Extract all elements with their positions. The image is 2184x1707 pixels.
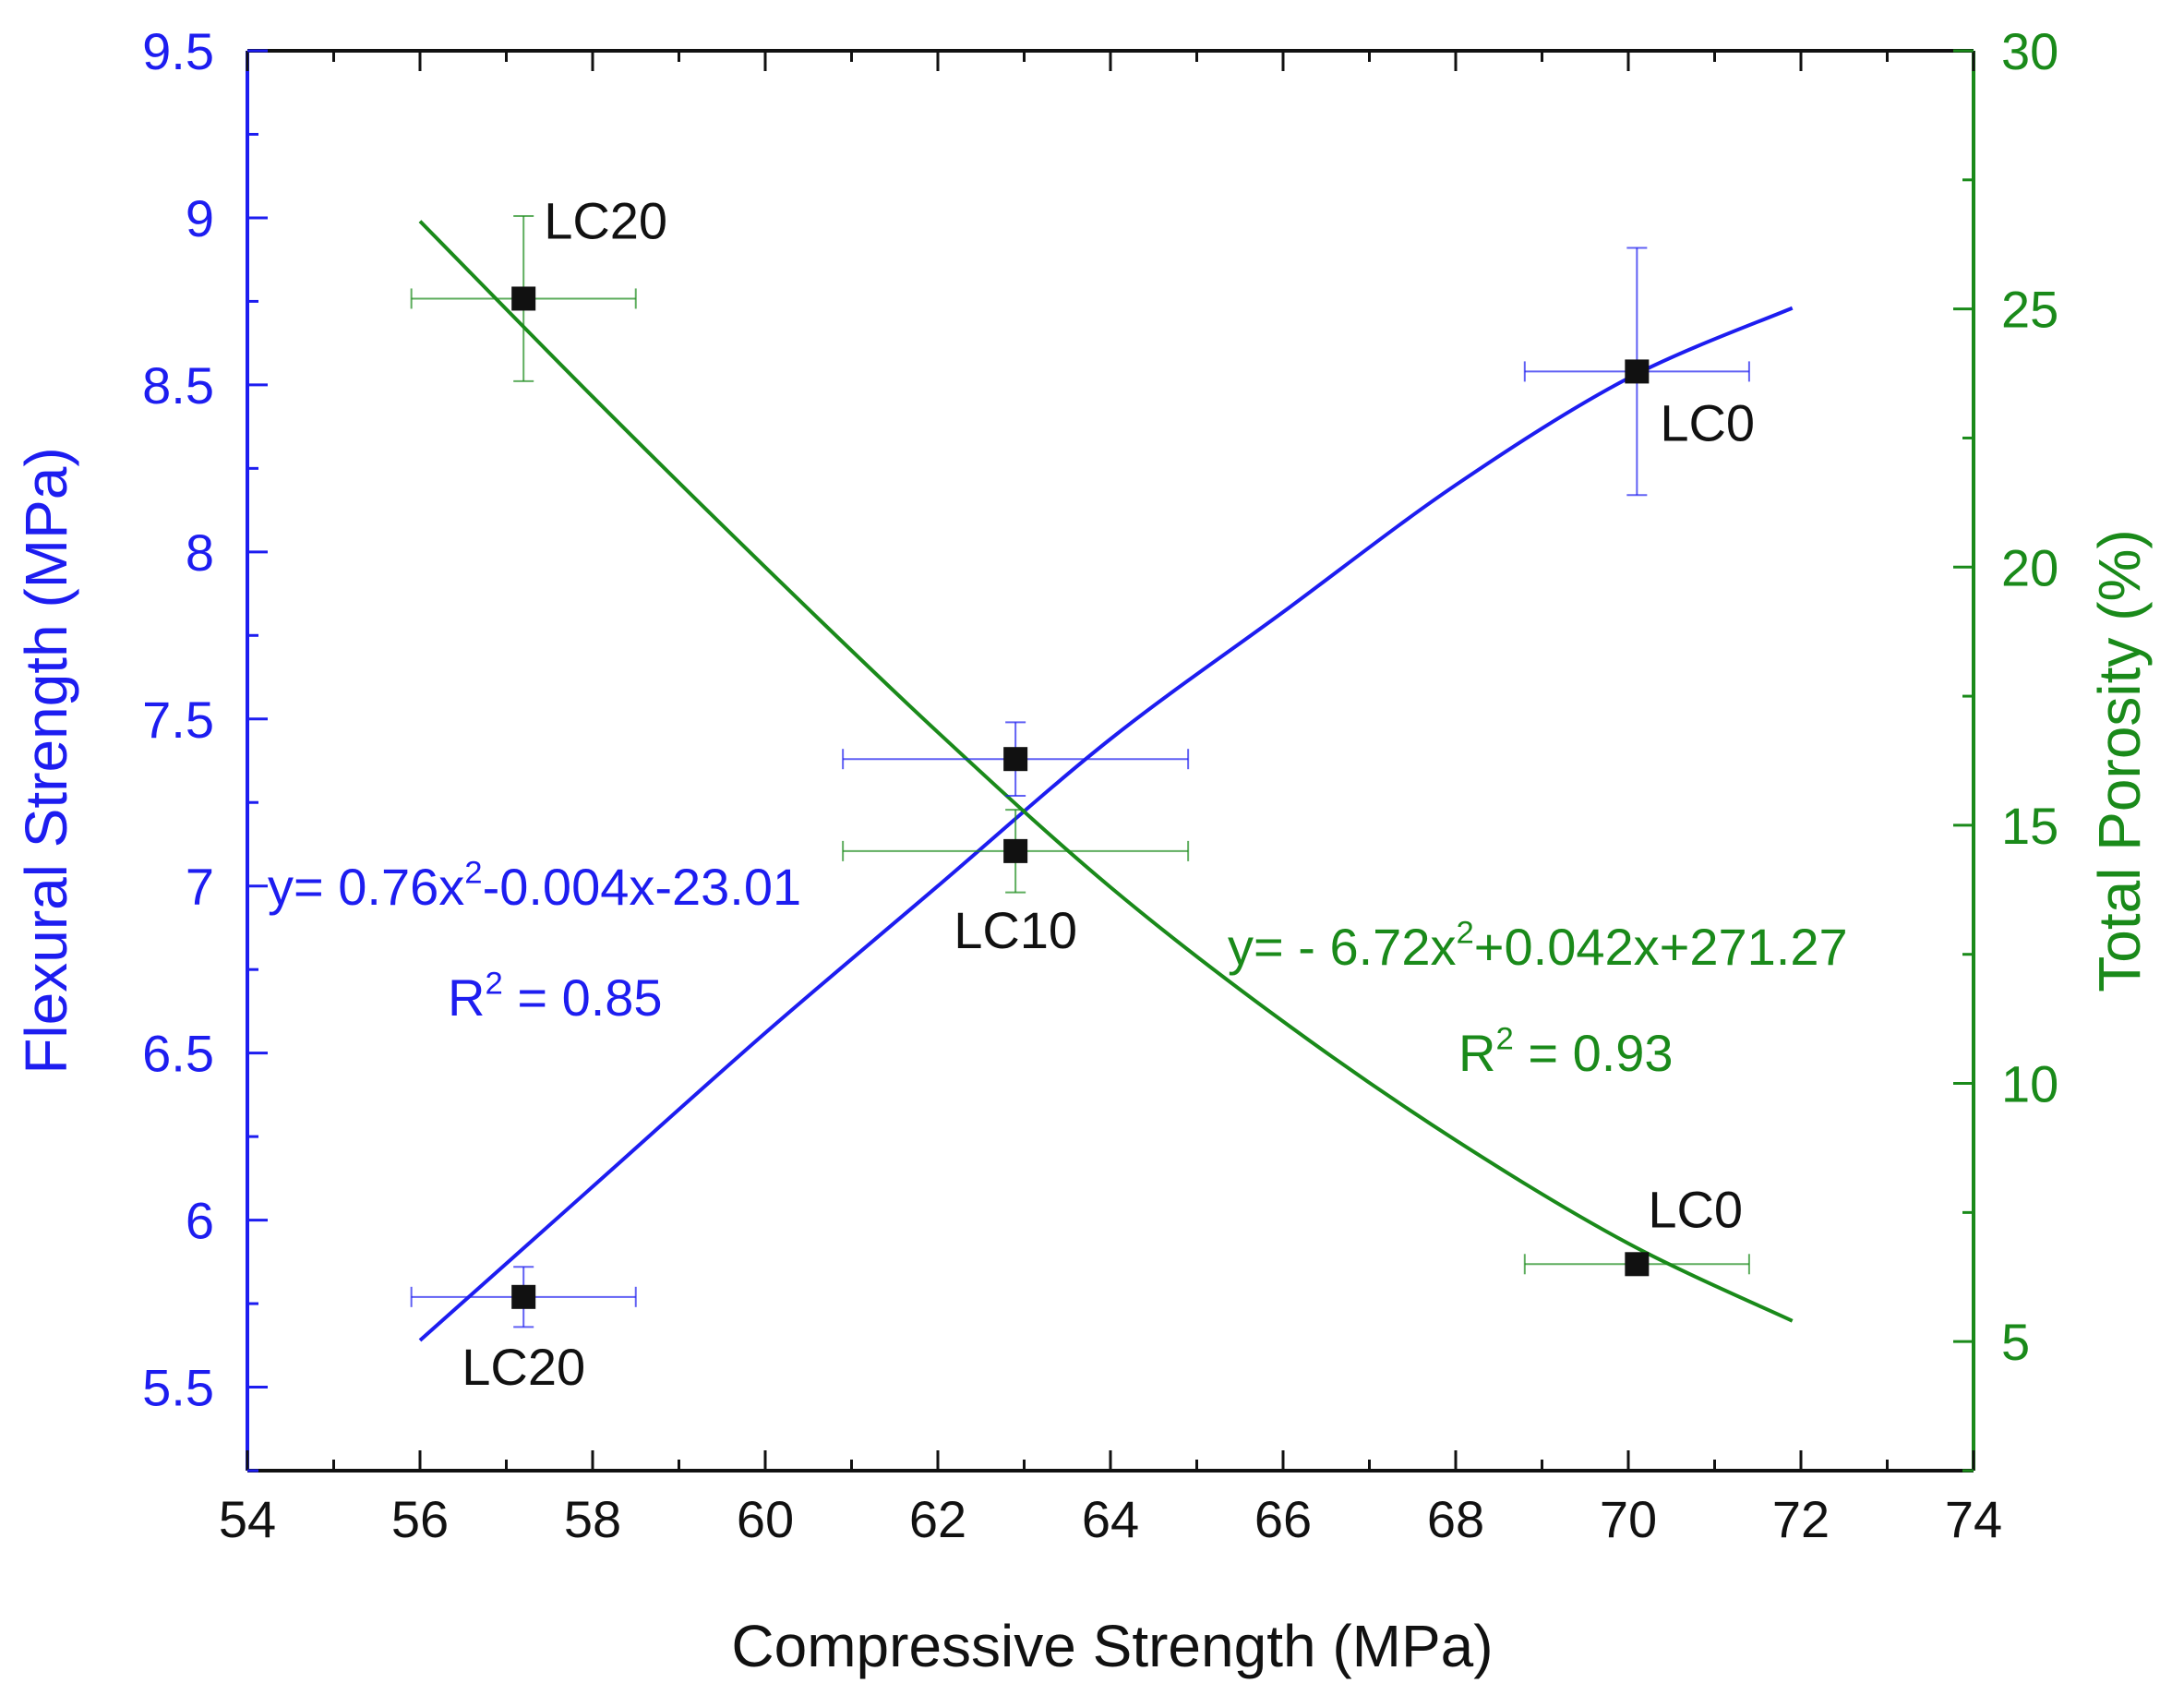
porosity-fit-equation-rest: +0.042x+271.27: [1474, 918, 1848, 976]
porosity-fit-equation-superscript: 2: [1456, 915, 1473, 950]
x-tick-label: 54: [219, 1490, 276, 1548]
axes: [246, 49, 1975, 1473]
flexural-label-lc20: LC20: [462, 1338, 585, 1396]
porosity-label-lc0: LC0: [1648, 1180, 1743, 1238]
x-tick-label: 60: [737, 1490, 794, 1548]
porosity-fit-equation-main: y= - 6.72x: [1228, 918, 1456, 976]
porosity-fit-r2-main: R: [1458, 1024, 1495, 1082]
right-tick-label: 30: [2001, 22, 2058, 80]
flexural-fit-curve: [418, 306, 1794, 1342]
porosity-point-lc20: [511, 286, 536, 311]
right-axis-title: Total Porosity (%): [2086, 529, 2153, 992]
porosity-fit-r2-rest: = 0.93: [1514, 1024, 1674, 1082]
right-tick-label: 15: [2001, 797, 2058, 855]
fit-curves: [418, 220, 1794, 1342]
x-tick-label: 70: [1600, 1490, 1657, 1548]
left-tick-label: 7.5: [142, 691, 214, 749]
right-tick-label: 20: [2001, 538, 2058, 596]
porosity-point-lc10: [1003, 838, 1028, 863]
left-tick-label: 8: [186, 523, 214, 582]
data-points: [511, 286, 1650, 1309]
porosity-fit-r2: R2 = 0.93: [1458, 1021, 1674, 1082]
flexural-fit-equation-rest: -0.004x-23.01: [483, 858, 802, 916]
x-tick-label: 64: [1082, 1490, 1139, 1548]
porosity-point-lc0: [1625, 1252, 1650, 1277]
left-tick-label: 5.5: [142, 1359, 214, 1417]
porosity-label-lc10: LC10: [954, 901, 1077, 959]
porosity-fit-r2-superscript: 2: [1495, 1021, 1513, 1056]
left-tick-label: 6.5: [142, 1025, 214, 1083]
x-tick-label: 58: [564, 1490, 621, 1548]
right-tick-label: 10: [2001, 1055, 2058, 1113]
flexural-fit-r2-rest: = 0.85: [503, 968, 663, 1027]
x-tick-label: 66: [1254, 1490, 1312, 1548]
flexural-point-lc0: [1625, 359, 1650, 384]
x-axis-title: Compressive Strength (MPa): [731, 1613, 1493, 1679]
flexural-fit-equation: y= 0.76x2-0.004x-23.01: [268, 855, 801, 916]
flexural-point-lc20: [511, 1284, 536, 1309]
left-tick-label: 8.5: [142, 356, 214, 415]
flexural-fit-r2: R2 = 0.85: [448, 966, 663, 1027]
porosity-fit-curve: [418, 220, 1794, 1323]
x-tick-label: 68: [1427, 1490, 1484, 1548]
flexural-fit-equation-superscript: 2: [464, 855, 482, 890]
right-tick-label: 5: [2001, 1313, 2030, 1371]
left-axis-title: Flexural Strength (MPa): [13, 447, 79, 1074]
left-tick-label: 9: [186, 189, 214, 247]
flexural-fit-equation-main: y= 0.76x: [268, 858, 464, 916]
x-tick-label: 74: [1945, 1490, 2002, 1548]
porosity-label-lc20: LC20: [544, 191, 667, 249]
left-tick-label: 9.5: [142, 22, 214, 80]
x-tick-label: 72: [1772, 1490, 1830, 1548]
annotations: 54 56 58 60 62 64 66 68 70 72 74 5.5 6 6.5 7 7.5 8 8.5 9 9.…: [13, 22, 2153, 1679]
flexural-fit-r2-superscript: 2: [485, 966, 502, 1001]
left-tick-label: 6: [186, 1192, 214, 1250]
flexural-point-lc10: [1003, 747, 1028, 772]
x-tick-label: 56: [391, 1490, 449, 1548]
right-tick-label: 25: [2001, 281, 2058, 339]
flexural-label-lc0: LC0: [1660, 393, 1755, 451]
porosity-fit-equation: y= - 6.72x2+0.042x+271.27: [1228, 915, 1848, 976]
left-tick-label: 7: [186, 858, 214, 916]
flexural-fit-r2-main: R: [448, 968, 485, 1027]
x-tick-label: 62: [909, 1490, 966, 1548]
